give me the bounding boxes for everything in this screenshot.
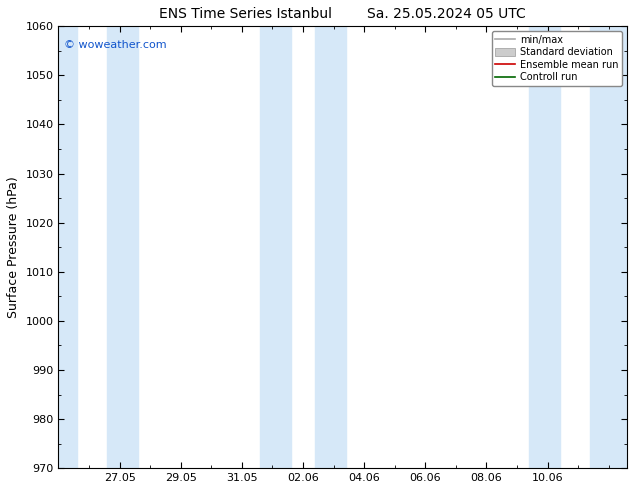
Title: ENS Time Series Istanbul        Sa. 25.05.2024 05 UTC: ENS Time Series Istanbul Sa. 25.05.2024 …	[159, 7, 526, 21]
Bar	[590, 26, 627, 468]
Bar	[107, 26, 138, 468]
Y-axis label: Surface Pressure (hPa): Surface Pressure (hPa)	[7, 176, 20, 318]
Legend: min/max, Standard deviation, Ensemble mean run, Controll run: min/max, Standard deviation, Ensemble me…	[491, 31, 622, 86]
Bar	[260, 26, 291, 468]
Bar	[529, 26, 560, 468]
Bar	[58, 26, 77, 468]
Bar	[315, 26, 346, 468]
Text: © woweather.com: © woweather.com	[64, 40, 167, 49]
